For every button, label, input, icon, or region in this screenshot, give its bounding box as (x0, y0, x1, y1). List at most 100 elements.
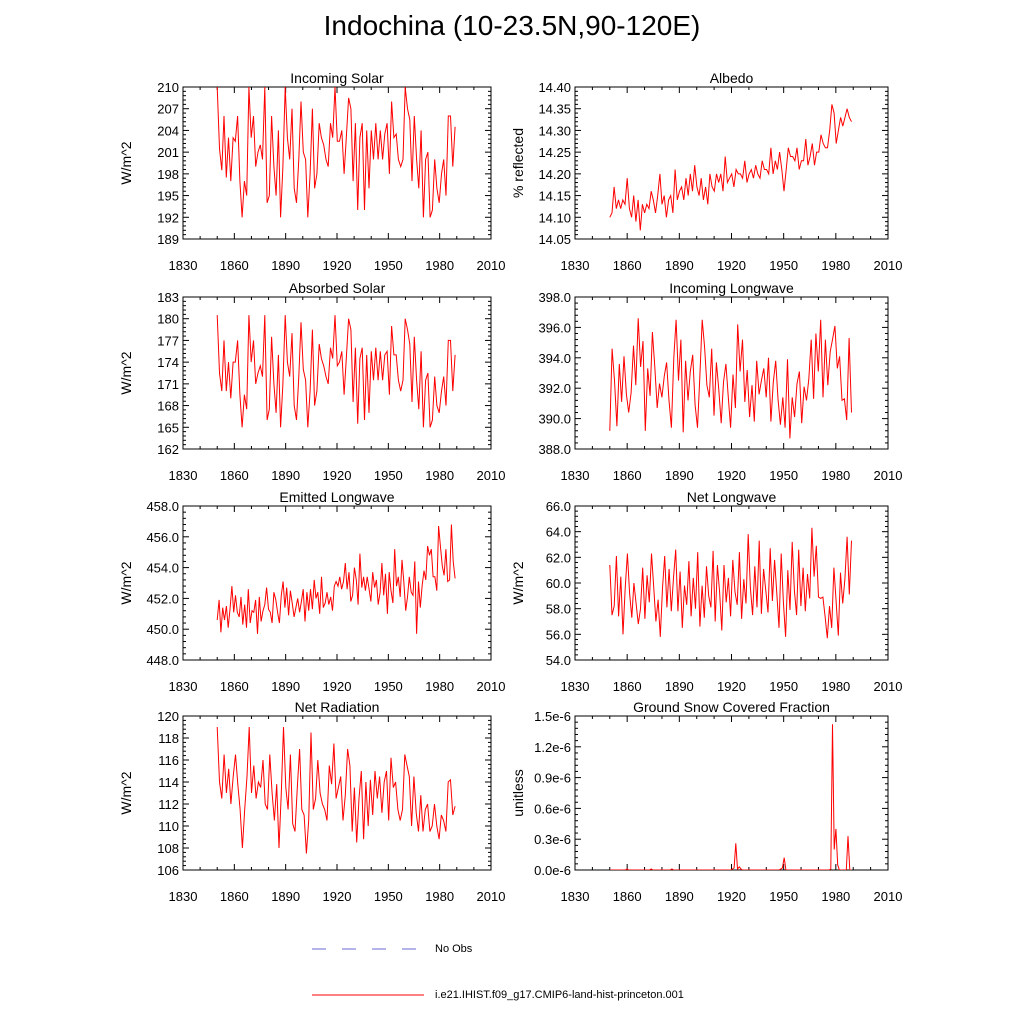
panel-8: Ground Snow Covered Fraction unitless 1830… (510, 699, 902, 904)
x-tick-label: 1920 (323, 679, 352, 694)
x-tick-label: 1830 (561, 889, 590, 904)
series-line (216, 524, 456, 634)
x-tick-label: 1860 (613, 679, 642, 694)
y-tick-label: 0.9e-6 (534, 771, 571, 786)
y-tick-label: 398.0 (538, 290, 571, 305)
y-tick-label: 120 (157, 709, 179, 724)
y-tick-label: 165 (157, 420, 179, 435)
x-tick-label: 1890 (271, 468, 300, 483)
figure-title: Indochina (10-23.5N,90-120E) (323, 10, 701, 41)
x-tick-label: 1860 (220, 889, 249, 904)
y-tick-label: 118 (158, 731, 179, 746)
panel-2: Albedo % reflected 1830 1860 1890 1920 1950 198… (510, 70, 902, 273)
x-tick-label: 1950 (769, 679, 798, 694)
y-tick-label: 174 (157, 355, 179, 370)
y-tick-label: 14.25 (538, 145, 571, 160)
y-tick-label: 14.30 (538, 123, 571, 138)
x-tick-label: 2010 (477, 679, 506, 694)
x-tick-label: 2010 (477, 889, 506, 904)
series-line (216, 726, 456, 854)
x-tick-label: 1920 (717, 679, 746, 694)
y-tick-label: 14.10 (538, 210, 571, 225)
y-tick-label: 390.0 (538, 412, 571, 427)
series-line (609, 527, 852, 639)
y-tick-label: 62.0 (546, 550, 571, 565)
x-tick-label: 1890 (271, 258, 300, 273)
series-line (216, 315, 456, 428)
y-axis-label: W/m^2 (118, 561, 134, 604)
x-tick-label: 1920 (323, 889, 352, 904)
y-tick-label: 106 (157, 863, 179, 878)
x-tick-label: 2010 (874, 468, 903, 483)
x-tick-label: 1890 (665, 258, 694, 273)
y-tick-label: 450.0 (146, 622, 179, 637)
x-tick-label: 1920 (717, 468, 746, 483)
x-tick-label: 1860 (613, 889, 642, 904)
series-line (609, 104, 852, 231)
plot-frame (574, 296, 889, 450)
y-tick-label: 56.0 (546, 627, 571, 642)
x-tick-label: 1980 (425, 889, 454, 904)
x-tick-label: 1980 (425, 258, 454, 273)
x-tick-label: 1890 (665, 889, 694, 904)
x-tick-label: 1860 (220, 258, 249, 273)
y-tick-label: 14.05 (538, 232, 571, 247)
panel-title: Ground Snow Covered Fraction (633, 699, 830, 715)
legend-model-swatch (312, 994, 424, 996)
y-tick-label: 204 (157, 123, 179, 138)
y-tick-label: 448.0 (146, 653, 179, 668)
x-tick-label: 1980 (821, 679, 850, 694)
y-tick-label: 14.40 (538, 80, 571, 95)
x-tick-label: 1950 (374, 258, 403, 273)
y-tick-label: 0.6e-6 (534, 801, 571, 816)
y-tick-label: 64.0 (546, 525, 571, 540)
x-tick-label: 1830 (169, 258, 198, 273)
panel-title: Albedo (710, 70, 754, 86)
x-tick-label: 1920 (323, 468, 352, 483)
x-tick-label: 1860 (220, 468, 249, 483)
y-axis-label: unitless (510, 769, 526, 816)
panel-3: Absorbed Solar W/m^2 1830 1860 1890 1920 1950 1… (118, 280, 505, 483)
y-tick-label: 110 (158, 819, 179, 834)
y-axis-label: W/m^2 (118, 351, 134, 394)
x-tick-label: 1980 (821, 258, 850, 273)
y-tick-label: 396.0 (538, 320, 571, 335)
y-tick-label: 116 (158, 753, 179, 768)
x-tick-label: 2010 (874, 679, 903, 694)
y-tick-label: 195 (157, 189, 179, 204)
plot-frame (574, 715, 889, 871)
y-tick-label: 388.0 (538, 442, 571, 457)
plot-frame (574, 86, 889, 240)
y-axis-label: W/m^2 (118, 771, 134, 814)
x-tick-label: 1920 (717, 889, 746, 904)
y-tick-label: 1.5e-6 (534, 709, 571, 724)
x-tick-label: 1980 (425, 679, 454, 694)
x-tick-label: 1950 (769, 889, 798, 904)
y-tick-label: 210 (157, 80, 179, 95)
x-tick-label: 1830 (169, 889, 198, 904)
y-tick-label: 58.0 (546, 602, 571, 617)
panel-1: Incoming Solar W/m^2 1830 1860 1890 1920 1950 1… (118, 70, 505, 273)
x-tick-label: 1950 (769, 258, 798, 273)
y-tick-label: 207 (157, 102, 179, 117)
y-tick-label: 14.15 (538, 189, 571, 204)
x-tick-label: 1980 (821, 468, 850, 483)
y-tick-label: 162 (157, 442, 179, 457)
y-tick-label: 180 (157, 312, 179, 327)
y-tick-label: 0.0e-6 (534, 863, 571, 878)
panel-title: Emitted Longwave (279, 489, 394, 505)
y-tick-label: 108 (157, 841, 179, 856)
panel-5: Emitted Longwave W/m^2 1830 1860 1890 1920 195… (118, 489, 505, 694)
x-tick-label: 1830 (561, 468, 590, 483)
y-axis-label: W/m^2 (510, 561, 526, 604)
y-tick-label: 54.0 (546, 653, 571, 668)
x-tick-label: 1920 (323, 258, 352, 273)
panel-title: Net Radiation (295, 699, 380, 715)
x-tick-label: 1830 (169, 679, 198, 694)
series-line (609, 318, 852, 439)
y-tick-label: 1.2e-6 (534, 740, 571, 755)
x-tick-label: 2010 (874, 258, 903, 273)
series-line (609, 724, 852, 870)
x-tick-label: 1830 (561, 679, 590, 694)
